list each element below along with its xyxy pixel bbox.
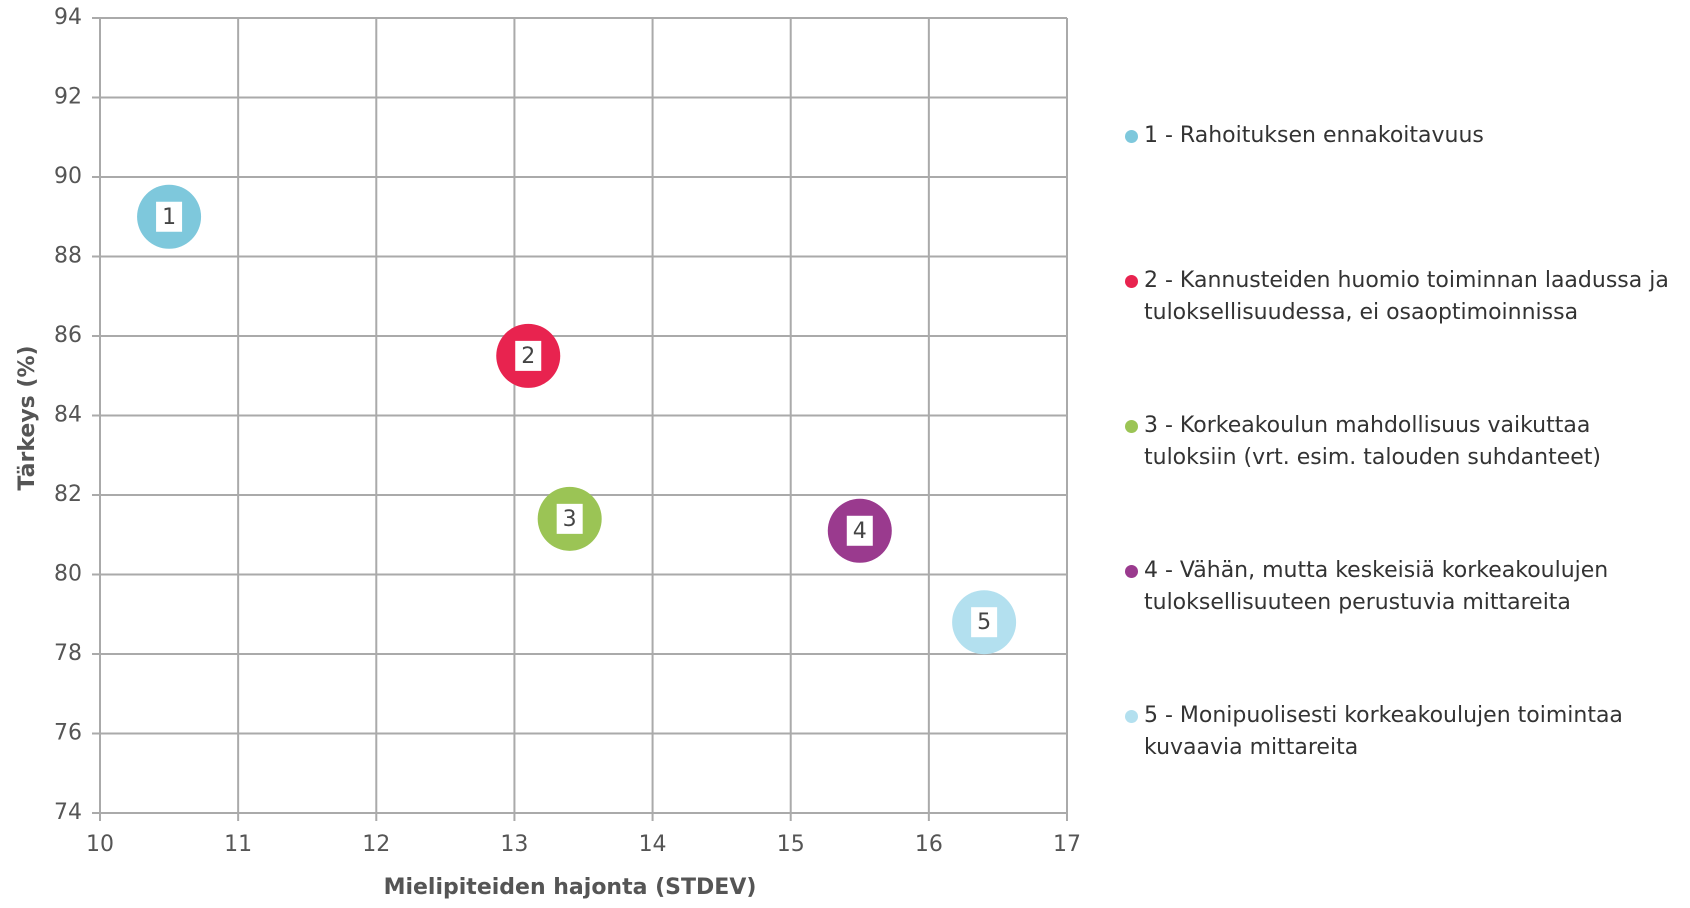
y-tick-label: 92 bbox=[54, 85, 82, 110]
x-tick-label: 11 bbox=[224, 832, 252, 857]
x-tick-label: 16 bbox=[915, 832, 943, 857]
y-tick-label: 80 bbox=[54, 562, 82, 587]
y-tick-label: 82 bbox=[54, 482, 82, 507]
bubble-label-box bbox=[156, 201, 183, 232]
legend-item: 3 - Korkeakoulun mahdollisuus vaikuttaa … bbox=[1125, 410, 1680, 474]
legend-item: 1 - Rahoituksen ennakoitavuus bbox=[1125, 120, 1680, 152]
legend-label: 3 - Korkeakoulun mahdollisuus vaikuttaa … bbox=[1144, 413, 1601, 470]
y-tick-label: 94 bbox=[54, 5, 82, 30]
x-tick-label: 10 bbox=[86, 832, 114, 857]
legend-item: 4 - Vähän, mutta keskeisiä korkeakouluje… bbox=[1125, 555, 1680, 619]
bubble-label: 2 bbox=[521, 344, 535, 369]
legend-marker bbox=[1125, 130, 1138, 143]
legend-marker bbox=[1125, 565, 1138, 578]
y-tick-label: 86 bbox=[54, 323, 82, 348]
y-tick-label: 76 bbox=[54, 721, 82, 746]
legend-item: 2 - Kannusteiden huomio toiminnan laadus… bbox=[1125, 265, 1680, 329]
bubble-label: 3 bbox=[563, 507, 577, 532]
bubble-label: 1 bbox=[162, 205, 176, 230]
y-tick-label: 84 bbox=[54, 403, 82, 428]
y-tick-label: 88 bbox=[54, 244, 82, 269]
x-tick-label: 12 bbox=[362, 832, 390, 857]
x-tick-label: 17 bbox=[1053, 832, 1081, 857]
x-tick-label: 14 bbox=[639, 832, 667, 857]
legend-label: 2 - Kannusteiden huomio toiminnan laadus… bbox=[1144, 268, 1669, 325]
x-axis-title: Mielipiteiden hajonta (STDEV) bbox=[384, 875, 757, 900]
bubble-label-box bbox=[971, 607, 998, 638]
x-tick-label: 13 bbox=[500, 832, 528, 857]
y-axis-title: Tärkeys (%) bbox=[15, 345, 40, 490]
legend-label: 4 - Vähän, mutta keskeisiä korkeakouluje… bbox=[1144, 558, 1609, 615]
bubble-label: 5 bbox=[977, 610, 991, 635]
y-tick-label: 74 bbox=[54, 800, 82, 825]
legend-item: 5 - Monipuolisesti korkeakoulujen toimin… bbox=[1125, 700, 1680, 764]
legend-label: 1 - Rahoituksen ennakoitavuus bbox=[1144, 123, 1484, 148]
y-tick-label: 78 bbox=[54, 641, 82, 666]
legend-marker bbox=[1125, 710, 1138, 723]
bubble-label: 4 bbox=[853, 519, 867, 544]
x-tick-label: 15 bbox=[777, 832, 805, 857]
legend-marker bbox=[1125, 420, 1138, 433]
bubble-label-box bbox=[846, 515, 873, 546]
bubble-label-box bbox=[556, 503, 583, 534]
legend-marker bbox=[1125, 275, 1138, 288]
y-tick-label: 90 bbox=[54, 164, 82, 189]
bubble-label-box bbox=[515, 340, 542, 371]
legend-label: 5 - Monipuolisesti korkeakoulujen toimin… bbox=[1144, 703, 1623, 760]
